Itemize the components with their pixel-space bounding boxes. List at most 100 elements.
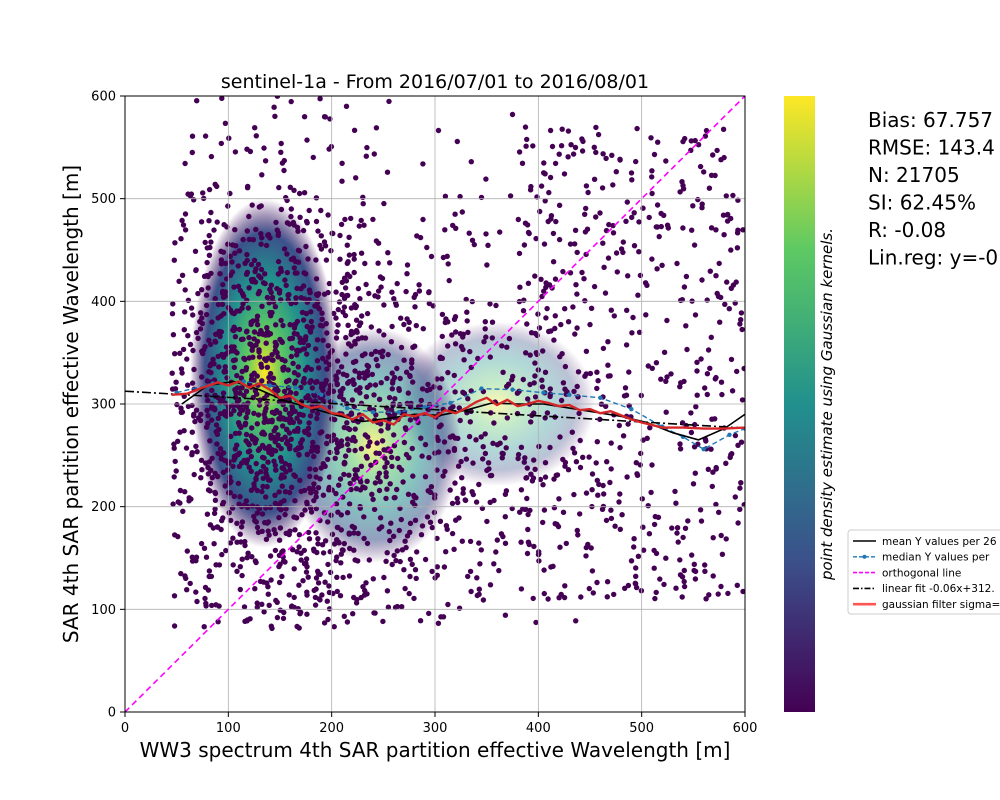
scatter-point: [396, 464, 402, 470]
scatter-point: [664, 374, 670, 380]
scatter-point: [381, 574, 387, 581]
scatter-point: [653, 589, 659, 596]
scatter-point: [397, 401, 403, 408]
scatter-point: [431, 384, 437, 390]
scatter-point: [268, 282, 274, 288]
scatter-point: [715, 591, 721, 597]
scatter-point: [232, 430, 239, 437]
scatter-point: [198, 310, 204, 316]
scatter-point: [229, 269, 236, 275]
scatter-point: [574, 291, 580, 297]
scatter-point: [245, 408, 251, 414]
scatter-point: [728, 356, 735, 363]
scatter-point: [619, 512, 625, 518]
scatter-point: [298, 609, 304, 615]
scatter-point: [523, 350, 529, 356]
scatter-point: [273, 322, 279, 328]
scatter-point: [332, 455, 338, 461]
scatter-point: [297, 214, 303, 220]
scatter-point: [223, 458, 230, 464]
scatter-point: [583, 183, 590, 189]
scatter-point: [172, 532, 178, 538]
scatter-point: [268, 577, 274, 583]
scatter-point: [594, 439, 600, 445]
scatter-point: [239, 385, 245, 391]
scatter-point: [242, 538, 248, 545]
scatter-point: [646, 531, 653, 537]
scatter-point: [628, 558, 635, 564]
scatter-point: [243, 367, 249, 373]
scatter-point: [205, 471, 212, 477]
scatter-point: [289, 403, 295, 409]
scatter-point: [424, 244, 430, 251]
scatter-point: [315, 485, 322, 491]
scatter-point: [243, 329, 250, 335]
scatter-point: [245, 400, 251, 406]
scatter-point: [352, 426, 358, 432]
scatter-point: [258, 329, 264, 335]
scatter-point: [586, 585, 592, 592]
scatter-point: [315, 228, 321, 234]
scatter-point: [351, 127, 358, 133]
scatter-point: [259, 511, 266, 517]
scatter-point: [281, 157, 287, 164]
scatter-point: [342, 216, 348, 223]
scatter-point: [445, 261, 451, 267]
scatter-point: [263, 357, 269, 364]
scatter-point: [538, 183, 545, 189]
x-tick-label: 100: [216, 721, 241, 736]
scatter-point: [691, 567, 697, 574]
scatter-point: [311, 548, 317, 554]
scatter-point: [491, 420, 497, 426]
scatter-point: [222, 293, 228, 299]
scatter-point: [344, 271, 351, 277]
scatter-point: [329, 531, 336, 537]
scatter-point: [215, 415, 221, 421]
scatter-point: [194, 449, 200, 455]
scatter-point: [737, 485, 743, 491]
scatter-point: [243, 438, 249, 444]
scatter-point: [531, 380, 537, 386]
scatter-point: [741, 502, 745, 508]
scatter-point: [270, 357, 276, 363]
scatter-point: [344, 510, 351, 516]
scatter-point: [274, 614, 281, 621]
scatter-point: [574, 325, 580, 331]
scatter-point: [565, 128, 572, 134]
scatter-point: [525, 280, 532, 286]
scatter-point: [345, 322, 351, 328]
scatter-point: [453, 329, 459, 335]
scatter-point: [533, 619, 539, 626]
scatter-point: [522, 455, 528, 461]
scatter-point: [276, 489, 282, 495]
scatter-point: [238, 539, 244, 545]
scatter-point: [302, 367, 309, 373]
scatter-point: [380, 618, 386, 625]
scatter-point: [645, 363, 651, 369]
y-tick-label: 400: [91, 295, 116, 310]
scatter-point: [524, 495, 530, 502]
scatter-point: [173, 379, 179, 385]
scatter-point: [242, 618, 248, 624]
scatter-point: [291, 604, 297, 611]
scatter-point: [706, 185, 713, 191]
scatter-point: [275, 258, 282, 265]
scatter-point: [272, 492, 278, 498]
scatter-point: [679, 179, 685, 185]
scatter-point: [439, 311, 446, 318]
scatter-point: [364, 455, 370, 461]
scatter-point: [342, 453, 349, 459]
scatter-point: [287, 467, 293, 473]
scatter-point: [541, 567, 547, 573]
scatter-point: [350, 435, 356, 441]
scatter-point: [710, 535, 716, 541]
scatter-point: [218, 140, 224, 147]
scatter-point: [278, 140, 284, 147]
scatter-point: [383, 495, 389, 502]
scatter-point: [464, 318, 470, 324]
legend-label: orthogonal line: [882, 567, 961, 579]
scatter-point: [453, 517, 459, 523]
scatter-point: [694, 368, 700, 374]
scatter-point: [246, 236, 253, 243]
